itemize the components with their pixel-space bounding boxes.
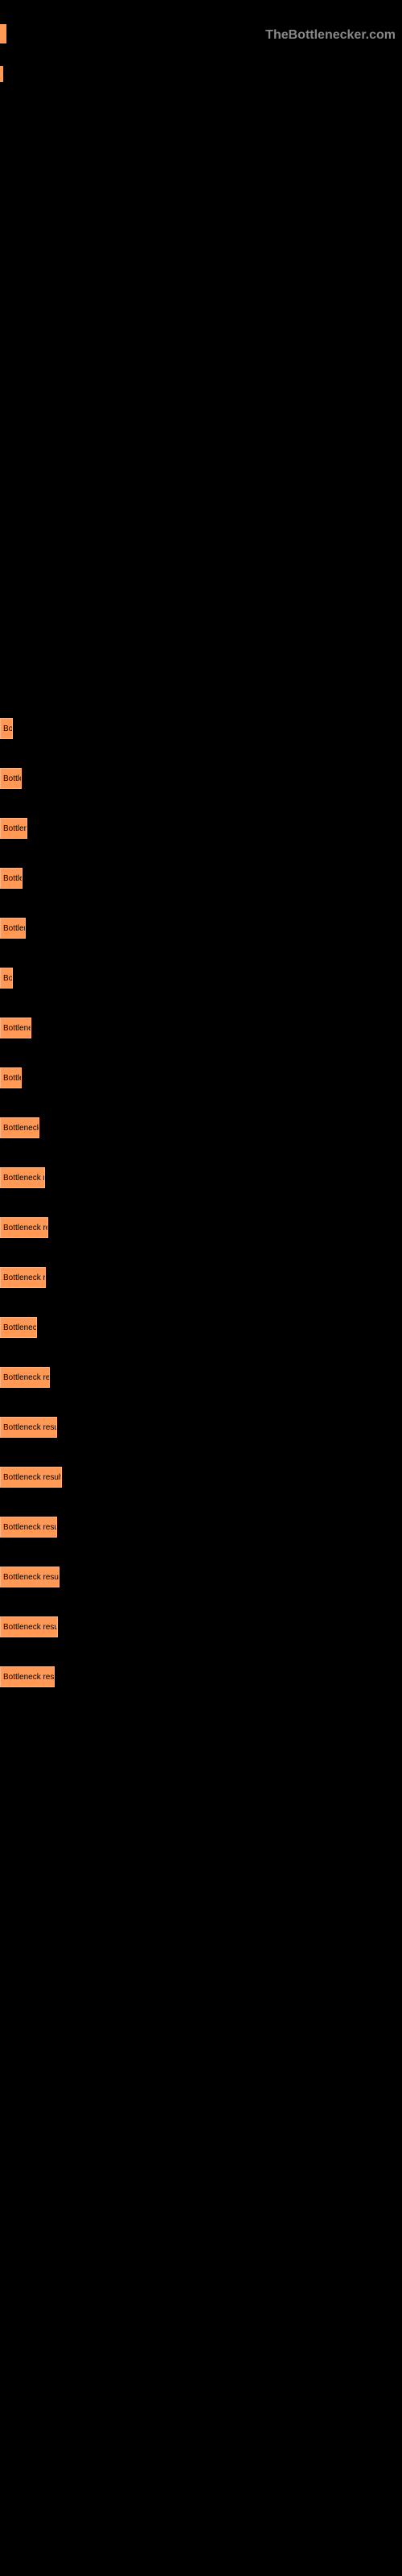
chart-row: Bottleneck result xyxy=(0,1067,402,1088)
chart-row: Bottleneck result xyxy=(0,1467,402,1488)
bar-label: Bottleneck result xyxy=(3,1623,58,1632)
chart-bar: Bottleneck result xyxy=(0,1067,22,1088)
bar-label: Bottleneck result xyxy=(3,924,26,933)
chart-bar: Bottleneck result xyxy=(0,1317,37,1338)
chart-row: Bottleneck result xyxy=(0,718,402,739)
chart-row: Bottleneck result xyxy=(0,868,402,889)
chart-row: Bottleneck result xyxy=(0,1018,402,1038)
bar-label: Bottleneck result xyxy=(3,1323,37,1332)
chart-row: Bottleneck result xyxy=(0,968,402,989)
bar-label: Bottleneck result xyxy=(3,874,23,883)
bar-label: Bottleneck result xyxy=(3,1224,48,1232)
bar-label: Bottleneck result xyxy=(3,1124,39,1133)
bar-label: Bottleneck result xyxy=(3,1274,46,1282)
chart-row: Bottleneck result xyxy=(0,1417,402,1438)
bar-label: Bottleneck result xyxy=(3,1523,57,1532)
chart-bar: Bottleneck result xyxy=(0,1616,58,1637)
chart-bar: Bottleneck result xyxy=(0,968,13,989)
chart-bar: Bottleneck result xyxy=(0,1018,31,1038)
chart-bar: Bottleneck result xyxy=(0,818,27,839)
chart-bar: Bottleneck result xyxy=(0,868,23,889)
chart-bar: Bottleneck result xyxy=(0,1567,59,1587)
bar-label: Bottleneck result xyxy=(3,1573,59,1582)
chart-row: Bottleneck result xyxy=(0,1267,402,1288)
chart-row: Bottleneck result xyxy=(0,818,402,839)
bar-label: Bottleneck result xyxy=(3,1024,31,1033)
bar-label: Bottleneck result xyxy=(3,724,13,733)
watermark-text: TheBottlenecker.com xyxy=(265,28,396,43)
chart-bar: Bottleneck result xyxy=(0,1467,62,1488)
bar-label: Bottleneck result xyxy=(3,1423,57,1432)
chart-row: Bottleneck result xyxy=(0,768,402,789)
chart-bar: Bottleneck result xyxy=(0,1167,45,1188)
chart-bar: Bottleneck result xyxy=(0,918,26,939)
chart-bar: Bottleneck result xyxy=(0,1367,50,1388)
chart-row: Bottleneck result xyxy=(0,1567,402,1587)
chart-row: Bottleneck result xyxy=(0,1167,402,1188)
chart-bar: Bottleneck result xyxy=(0,768,22,789)
chart-row: Bottleneck result xyxy=(0,1217,402,1238)
bar-label: Bottleneck result xyxy=(3,1074,22,1083)
chart-row: Bottleneck result xyxy=(0,918,402,939)
chart-bar: Bottleneck result xyxy=(0,1117,39,1138)
bar-label: Bottleneck result xyxy=(3,1373,50,1382)
bar-label: Bottleneck result xyxy=(3,1174,45,1183)
bar-label: Bottleneck result xyxy=(3,824,27,833)
chart-bar: Bottleneck result xyxy=(0,1217,48,1238)
chart-bar: Bottleneck result xyxy=(0,1417,57,1438)
chart-row: Bottleneck result xyxy=(0,1317,402,1338)
chart-bar: Bottleneck result xyxy=(0,1666,55,1687)
bar-label: Bottleneck result xyxy=(3,1673,55,1682)
chart-row: Bottleneck result xyxy=(0,1367,402,1388)
chart-bar: Bottleneck result xyxy=(0,1267,46,1288)
chart-container: Bottleneck result Bottleneck result Bottle… xyxy=(0,718,402,1687)
top-bar-1 xyxy=(0,24,6,43)
chart-row: Bottleneck result xyxy=(0,1666,402,1687)
top-bar-2 xyxy=(0,66,3,82)
bar-label: Bottleneck result xyxy=(3,774,22,783)
chart-row: Bottleneck result xyxy=(0,1517,402,1538)
chart-row: Bottleneck result xyxy=(0,1616,402,1637)
bar-label: Bottleneck result xyxy=(3,1473,62,1482)
bar-label: Bottleneck result xyxy=(3,974,13,983)
chart-bar: Bottleneck result xyxy=(0,718,13,739)
chart-row: Bottleneck result xyxy=(0,1117,402,1138)
chart-bar: Bottleneck result xyxy=(0,1517,57,1538)
